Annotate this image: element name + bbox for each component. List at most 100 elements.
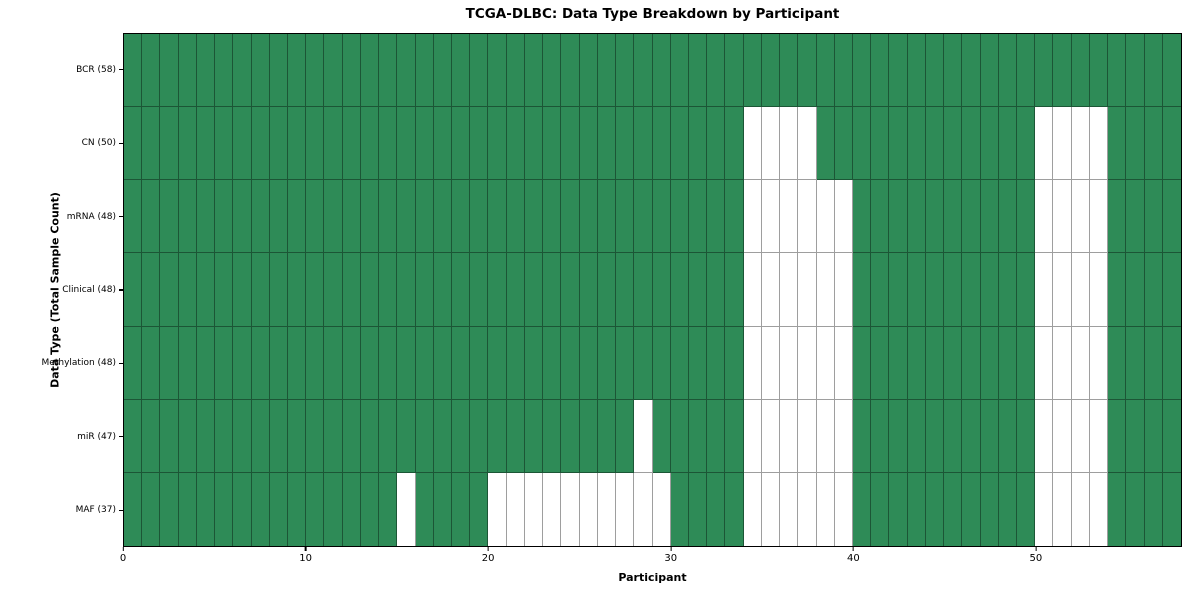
heatmap-cell bbox=[342, 180, 361, 254]
heatmap-cell bbox=[907, 472, 926, 546]
heatmap-cell bbox=[688, 253, 708, 327]
x-tick-mark bbox=[1035, 547, 1037, 551]
heatmap-cell bbox=[980, 107, 999, 181]
heatmap-cell bbox=[124, 472, 143, 546]
heatmap-cell bbox=[907, 253, 926, 327]
heatmap-cell bbox=[616, 180, 635, 254]
heatmap-cell bbox=[743, 107, 762, 181]
heatmap-cell bbox=[1089, 34, 1109, 108]
heatmap-cell bbox=[360, 107, 380, 181]
heatmap-cell bbox=[998, 472, 1017, 546]
heatmap-cell bbox=[579, 253, 598, 327]
heatmap-cell bbox=[1144, 472, 1163, 546]
heatmap-cell bbox=[1144, 326, 1163, 400]
heatmap-cell bbox=[196, 34, 216, 108]
heatmap-cell bbox=[142, 34, 161, 108]
y-tick-label: miR (47) bbox=[77, 431, 116, 442]
heatmap-cell bbox=[998, 253, 1017, 327]
heatmap-cell bbox=[1035, 399, 1054, 473]
heatmap-cell bbox=[907, 107, 926, 181]
heatmap-cell bbox=[397, 472, 416, 546]
heatmap-cell bbox=[1035, 107, 1054, 181]
heatmap-cell bbox=[1071, 326, 1090, 400]
heatmap-cell bbox=[543, 253, 562, 327]
heatmap-cell bbox=[889, 107, 908, 181]
chart-title: TCGA-DLBC: Data Type Breakdown by Partic… bbox=[465, 6, 840, 22]
heatmap-cell bbox=[1016, 472, 1036, 546]
heatmap-cell bbox=[852, 399, 872, 473]
y-tick-mark bbox=[119, 436, 123, 438]
heatmap-cell bbox=[980, 326, 999, 400]
heatmap-cell bbox=[379, 107, 398, 181]
heatmap-cell bbox=[1016, 399, 1036, 473]
heatmap-cell bbox=[634, 107, 653, 181]
heatmap-cell bbox=[798, 326, 817, 400]
heatmap-cell bbox=[524, 180, 544, 254]
x-axis-title: Participant bbox=[618, 571, 687, 584]
heatmap-cell bbox=[998, 180, 1017, 254]
heatmap-cell bbox=[634, 472, 653, 546]
heatmap-cell bbox=[196, 326, 216, 400]
heatmap-cell bbox=[597, 107, 617, 181]
heatmap-cell bbox=[1126, 399, 1145, 473]
heatmap-cell bbox=[1108, 180, 1127, 254]
y-tick: miR (47) bbox=[77, 432, 123, 442]
x-axis: 0 10 20 30 40 50 bbox=[120, 547, 1182, 573]
heatmap-cell bbox=[269, 472, 289, 546]
heatmap-cell bbox=[579, 34, 598, 108]
heatmap-cell bbox=[852, 472, 872, 546]
x-tick-label: 10 bbox=[299, 553, 312, 564]
y-tick: BCR (58) bbox=[76, 65, 123, 75]
heatmap-cell bbox=[215, 253, 234, 327]
heatmap-cell bbox=[433, 472, 453, 546]
heatmap-cell bbox=[178, 253, 197, 327]
x-tick-label: 0 bbox=[119, 553, 127, 564]
heatmap-cell bbox=[306, 107, 325, 181]
heatmap-cell bbox=[944, 107, 963, 181]
heatmap-cell bbox=[506, 253, 525, 327]
x-tick: 30 bbox=[664, 547, 677, 564]
heatmap-cell bbox=[707, 107, 726, 181]
heatmap-cell bbox=[251, 180, 270, 254]
heatmap-cell bbox=[288, 180, 307, 254]
heatmap-cell bbox=[889, 253, 908, 327]
heatmap-cell bbox=[196, 253, 216, 327]
heatmap-cell bbox=[269, 180, 289, 254]
heatmap-cell bbox=[871, 107, 890, 181]
x-tick-mark bbox=[487, 547, 489, 551]
heatmap-cell bbox=[852, 326, 872, 400]
heatmap-cell bbox=[178, 326, 197, 400]
heatmap-cell bbox=[688, 107, 708, 181]
heatmap-cell bbox=[652, 253, 671, 327]
heatmap-cell bbox=[561, 180, 580, 254]
heatmap-cell bbox=[1089, 180, 1109, 254]
heatmap-cell bbox=[1071, 472, 1090, 546]
heatmap-cell bbox=[233, 399, 252, 473]
heatmap-cell bbox=[488, 326, 507, 400]
heatmap-cell bbox=[360, 253, 380, 327]
heatmap-cell bbox=[415, 107, 434, 181]
heatmap-cell bbox=[597, 253, 617, 327]
heatmap-cell bbox=[871, 326, 890, 400]
plot-area: Present Absent bbox=[123, 33, 1182, 547]
heatmap-cell bbox=[1016, 253, 1036, 327]
heatmap-cell bbox=[324, 34, 343, 108]
heatmap-cell bbox=[1162, 34, 1181, 108]
heatmap-cell bbox=[1016, 107, 1036, 181]
heatmap-cell bbox=[488, 180, 507, 254]
heatmap-cell bbox=[506, 180, 525, 254]
heatmap-cell bbox=[670, 326, 689, 400]
heatmap-cell bbox=[1108, 326, 1127, 400]
heatmap-cell bbox=[725, 107, 744, 181]
heatmap-cell bbox=[889, 472, 908, 546]
heatmap-cell bbox=[616, 253, 635, 327]
heatmap-cell bbox=[506, 326, 525, 400]
heatmap-cell bbox=[780, 253, 799, 327]
heatmap-cell bbox=[761, 34, 781, 108]
heatmap-cell bbox=[743, 180, 762, 254]
heatmap-cell bbox=[360, 326, 380, 400]
heatmap-cell bbox=[269, 253, 289, 327]
heatmap-cell bbox=[1053, 326, 1072, 400]
x-tick: 0 bbox=[120, 547, 126, 564]
heatmap-cell bbox=[215, 180, 234, 254]
